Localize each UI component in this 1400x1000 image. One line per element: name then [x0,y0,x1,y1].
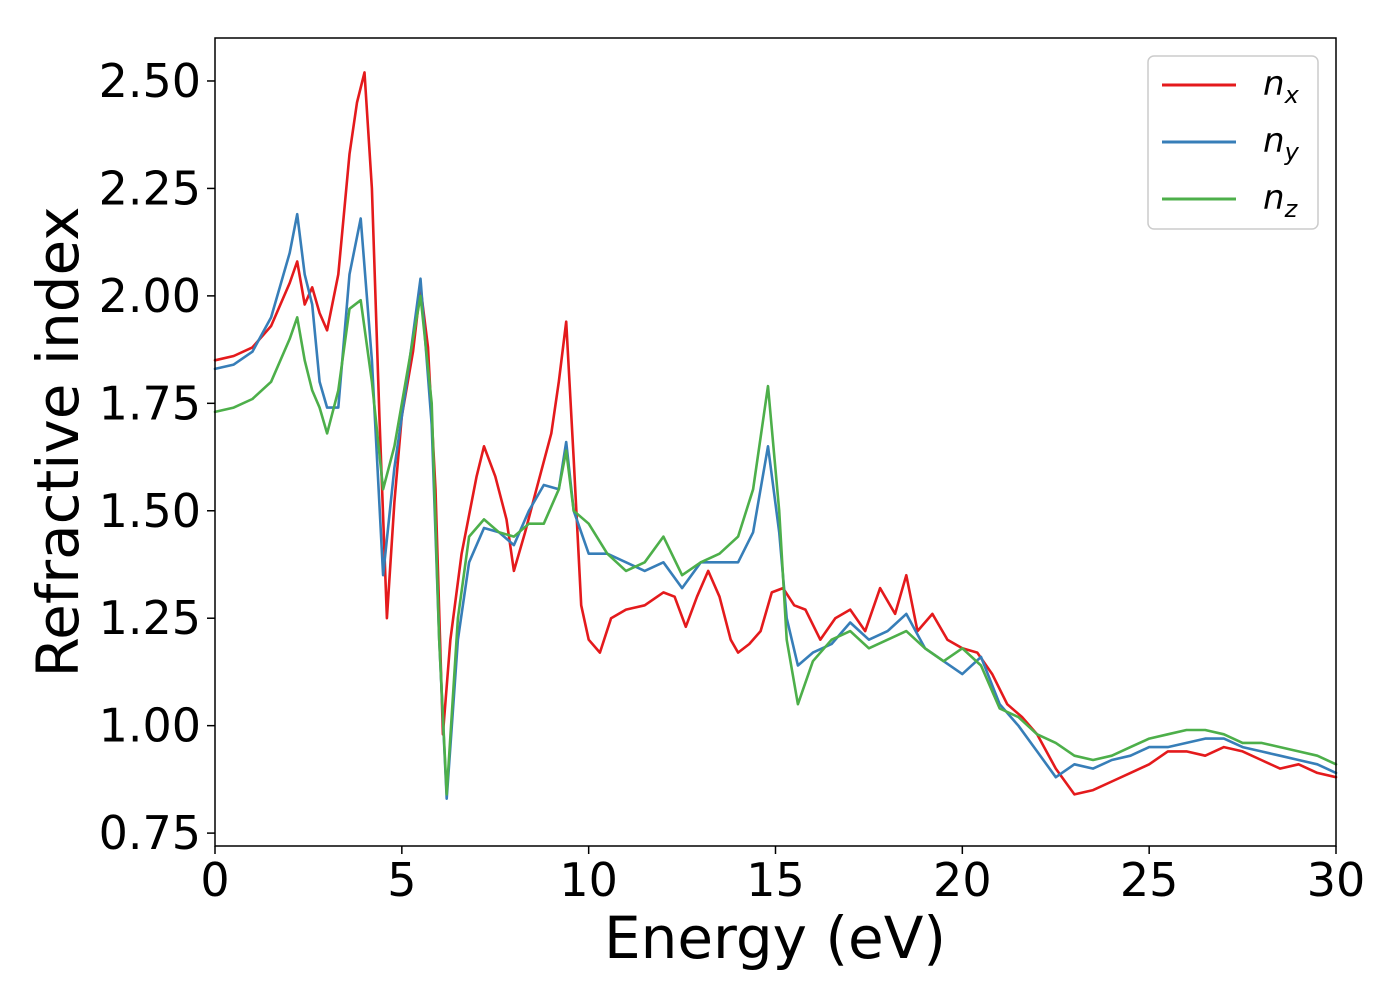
x-tick-label: 5 [387,853,416,907]
y-tick-label: 1.50 [99,484,201,538]
x-axis: 0 5 10 15 20 25 30 [200,846,1365,907]
plot-lines [213,71,1338,801]
legend-label-subscript: y [1284,138,1300,166]
y-tick-label: 1.25 [99,591,201,645]
y-tick-label: 2.25 [99,161,201,215]
legend-label-nx: nx [1263,64,1300,109]
x-axis-title: Energy (eV) [604,904,946,972]
x-tick-label: 15 [746,853,805,907]
y-tick-label: 2.50 [99,54,201,108]
legend-label-subscript: z [1284,195,1299,223]
legend-label-subscript: x [1284,81,1300,109]
legend-label-main: n [1263,64,1285,104]
x-tick-label: 0 [200,853,229,907]
x-tick-label: 25 [1120,853,1179,907]
y-tick-label: 0.75 [99,806,201,860]
x-tick-label: 10 [559,853,618,907]
y-tick-label: 2.00 [99,269,201,323]
legend-label-main: n [1263,178,1285,218]
legend-label-nz: nz [1263,178,1299,223]
legend-label-main: n [1263,121,1285,161]
y-axis-title: Refractive index [24,206,92,677]
y-tick-label: 1.75 [99,376,201,430]
x-tick-label: 20 [933,853,992,907]
series-line-nx [213,71,1338,796]
y-tick-label: 1.00 [99,699,201,753]
series-line-nz [213,294,1338,796]
y-axis: 0.75 1.00 1.25 1.50 1.75 2.00 2.25 2.50 [99,54,215,860]
legend-label-ny: ny [1263,121,1300,166]
series-line-ny [213,212,1338,801]
x-tick-label: 30 [1307,853,1366,907]
